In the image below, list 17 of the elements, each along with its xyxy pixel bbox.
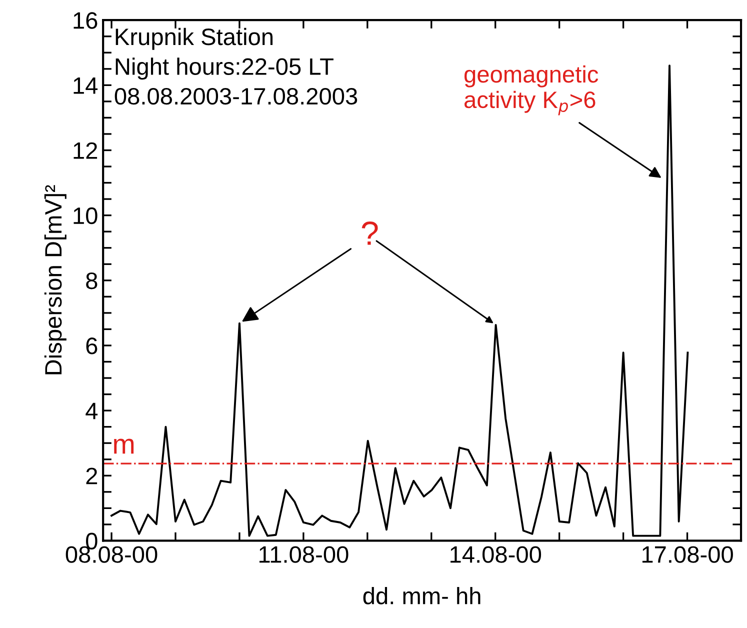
x-axis-title: dd. mm- hh — [363, 587, 480, 604]
y-tick-label: 10 — [74, 207, 98, 224]
ref-line-label: m — [114, 438, 134, 454]
x-tick-label: 11.08-00 — [260, 546, 348, 563]
y-tick-label: 16 — [74, 12, 98, 29]
y-tick-label: 2 — [86, 468, 98, 484]
y-axis-title: Dispersion D[mV]² — [44, 185, 66, 374]
annotation: Krupnik Station Night hours:22-05 LT 08.08.2003-17.08.2003 — [114, 28, 358, 105]
x-tick-label: 17.08-00 — [642, 546, 733, 563]
annotation: ? — [362, 221, 378, 245]
annotation: geomagnetic activity K$_{p}$>6 — [464, 65, 598, 116]
x-tick-label: 14.08-00 — [450, 546, 542, 563]
y-tick-label: 6 — [86, 338, 98, 354]
y-tick-label: 14 — [74, 77, 98, 94]
y-tick-label: 8 — [86, 272, 98, 290]
y-tick-label: 4 — [86, 402, 98, 420]
y-tick-label: 12 — [74, 142, 98, 159]
